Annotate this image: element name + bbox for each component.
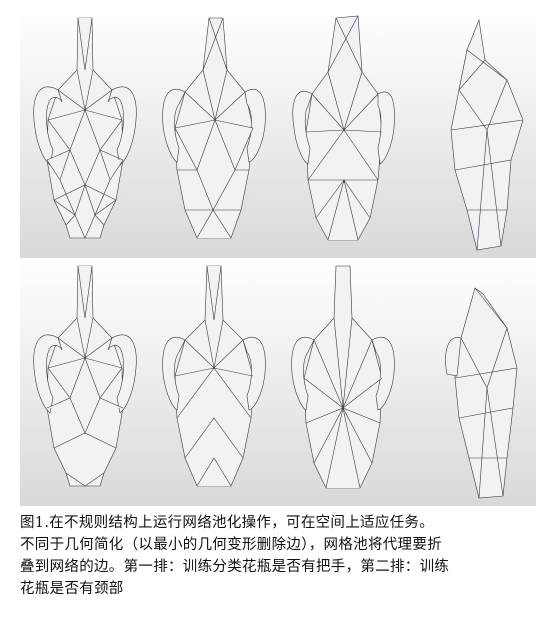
vase-mesh-original-row2: [20, 258, 149, 506]
figure-caption: 图1.在不规则结构上运行网络池化操作，可在空间上适应任务。 不同于几何简化（以最…: [20, 512, 540, 600]
vase-mesh-original: [20, 10, 149, 258]
vase-panel-row1-col2: [149, 10, 278, 258]
caption-line-4: 花瓶是否有颈部: [20, 581, 124, 597]
vase-mesh-pooled-1: [149, 10, 278, 258]
vase-panel-row1-col4: [407, 10, 536, 258]
vase-panel-row1-col3: [278, 10, 407, 258]
vase-panel-row2-col1: [20, 258, 149, 506]
figure-grid: [20, 10, 536, 506]
vase-panel-row2-col4: [407, 258, 536, 506]
caption-line-3: 叠到网络的边。第一排：训练分类花瓶是否有把手，第二排：训练: [20, 559, 450, 575]
caption-line-2: 不同于几何简化（以最小的几何变形删除边），网格池将代理要折: [20, 537, 442, 553]
vase-mesh-pooled-3: [407, 10, 536, 258]
vase-mesh-row2-pooled-3: [407, 258, 536, 506]
vase-mesh-pooled-2: [278, 10, 407, 258]
vase-panel-row2-col3: [278, 258, 407, 506]
vase-mesh-row2-pooled-1: [149, 258, 278, 506]
caption-line-1: 图1.在不规则结构上运行网络池化操作，可在空间上适应任务。: [20, 515, 435, 531]
vase-mesh-row2-pooled-2: [278, 258, 407, 506]
vase-panel-row2-col2: [149, 258, 278, 506]
vase-panel-row1-col1: [20, 10, 149, 258]
